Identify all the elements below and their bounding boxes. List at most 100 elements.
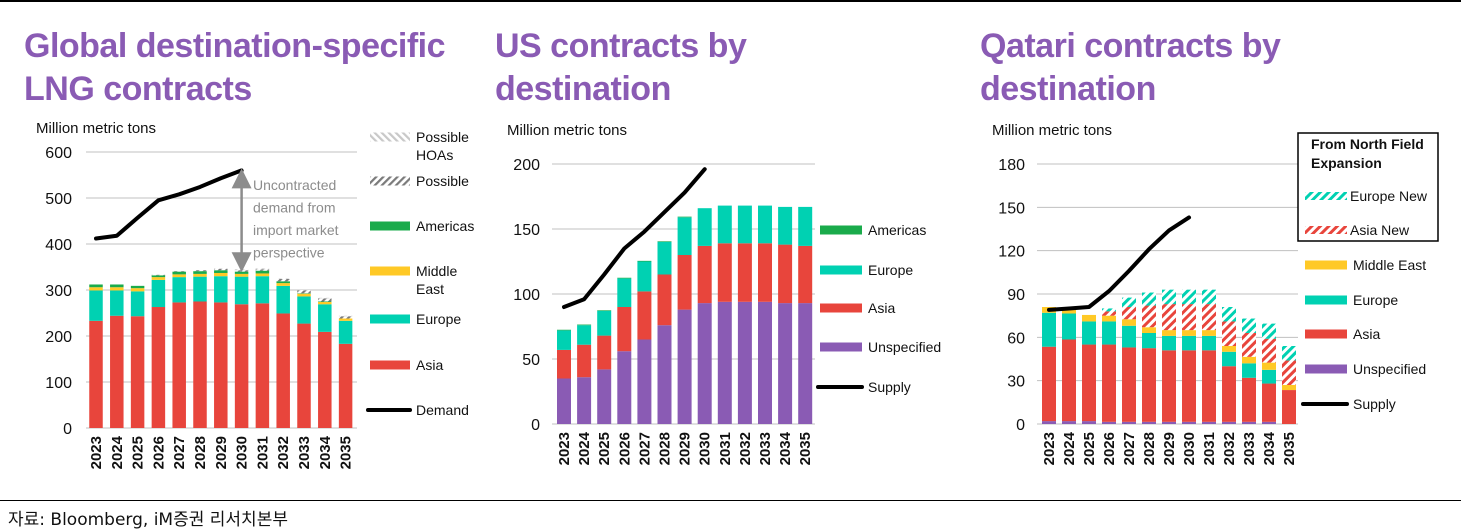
bar-segment-europe bbox=[297, 296, 311, 324]
bar-segment-asia bbox=[130, 316, 145, 428]
y-tick-label: 180 bbox=[998, 157, 1025, 174]
bar-segment-possible_hoas bbox=[214, 268, 228, 269]
x-tick-label: 2029 bbox=[1161, 432, 1178, 465]
y-tick-label: 300 bbox=[45, 283, 72, 300]
bar-segment-americas bbox=[637, 260, 652, 262]
bar-segment-europe bbox=[677, 217, 692, 255]
legend-swatch-asia bbox=[820, 303, 862, 313]
bar-segment-asia bbox=[1122, 347, 1136, 422]
bar-segment-europe bbox=[1262, 369, 1276, 384]
x-tick-label: 2031 bbox=[1201, 432, 1218, 465]
x-tick-label: 2025 bbox=[130, 436, 147, 469]
x-tick-label: 2023 bbox=[1041, 432, 1058, 465]
x-tick-label: 2034 bbox=[1261, 431, 1278, 465]
x-tick-label: 2024 bbox=[109, 435, 126, 469]
bar-segment-europe_new bbox=[1202, 289, 1216, 305]
bar-segment-americas bbox=[110, 284, 124, 288]
bar-segment-middle_east bbox=[297, 293, 311, 297]
bar-segment-unspecified bbox=[1222, 421, 1236, 424]
bar-segment-asia bbox=[234, 304, 249, 428]
bar-segment-europe bbox=[338, 320, 353, 344]
bar-segment-asia bbox=[1082, 344, 1096, 422]
y-tick-label: 200 bbox=[45, 329, 72, 346]
legend-label: Middle bbox=[416, 263, 457, 279]
bar-segment-possible bbox=[234, 270, 249, 272]
bar-segment-americas bbox=[193, 271, 207, 274]
bar-segment-europe_new bbox=[1182, 289, 1196, 305]
bar-segment-americas bbox=[214, 270, 228, 273]
bar-segment-possible_hoas bbox=[318, 297, 332, 299]
bar-segment-europe bbox=[234, 276, 249, 305]
bar-segment-europe bbox=[214, 276, 228, 303]
legend-label: Europe bbox=[868, 262, 913, 278]
bar-segment-unspecified bbox=[597, 369, 612, 424]
legend-label: Middle East bbox=[1353, 257, 1426, 273]
annotation-text: demand from bbox=[253, 200, 335, 216]
bar-segment-possible bbox=[297, 290, 311, 294]
x-tick-label: 2027 bbox=[636, 432, 653, 465]
bar-segment-asia bbox=[338, 343, 353, 428]
bar-segment-middle_east bbox=[1282, 385, 1296, 391]
bar-segment-possible_hoas bbox=[255, 268, 270, 270]
x-tick-label: 2035 bbox=[797, 432, 814, 465]
us-chart-title: US contracts by destination bbox=[495, 25, 747, 111]
bar-segment-asia bbox=[1182, 350, 1196, 422]
bar-segment-europe bbox=[1222, 351, 1236, 367]
x-tick-label: 2034 bbox=[777, 431, 794, 465]
bar-segment-asia bbox=[657, 274, 672, 326]
bar-segment-asia bbox=[677, 255, 692, 310]
legend-swatch-europe bbox=[370, 314, 410, 324]
bar-segment-americas bbox=[657, 241, 672, 242]
legend-label: Europe bbox=[416, 311, 461, 327]
x-tick-label: 2026 bbox=[616, 432, 633, 465]
bar-segment-unspecified bbox=[1122, 421, 1136, 424]
bar-segment-europe bbox=[1162, 335, 1176, 351]
bar-segment-unspecified bbox=[1242, 421, 1256, 424]
bar-segment-europe bbox=[557, 330, 571, 350]
bar-segment-asia bbox=[1142, 348, 1156, 422]
bar-segment-unspecified bbox=[657, 325, 672, 424]
bar-segment-asia_new bbox=[1282, 360, 1296, 385]
bar-segment-unspecified bbox=[1062, 421, 1076, 424]
legend-swatch-europe bbox=[820, 265, 862, 275]
legend-box-title: Expansion bbox=[1311, 155, 1382, 171]
global-chart-title: Global destination-specific LNG contract… bbox=[24, 25, 446, 111]
x-tick-label: 2035 bbox=[1281, 432, 1298, 465]
y-axis-label: Million metric tons bbox=[507, 122, 627, 139]
bar-segment-unspecified bbox=[717, 301, 732, 424]
bar-segment-europe_new bbox=[1122, 297, 1136, 307]
bar-segment-possible bbox=[151, 274, 166, 276]
bar-segment-europe bbox=[151, 279, 166, 308]
bar-segment-asia bbox=[798, 245, 813, 304]
bar-segment-europe bbox=[1182, 335, 1196, 351]
bar-segment-europe bbox=[577, 325, 592, 345]
bottom-rule bbox=[0, 500, 1461, 501]
bar-segment-europe bbox=[193, 276, 207, 302]
legend-box-title: From North Field bbox=[1311, 136, 1424, 152]
bar-segment-europe bbox=[110, 290, 124, 316]
annotation-text: import market bbox=[253, 222, 339, 238]
bar-segment-americas bbox=[172, 271, 186, 275]
bar-segment-asia bbox=[318, 331, 332, 428]
bar-segment-middle_east bbox=[214, 272, 228, 277]
bar-segment-unspecified bbox=[1142, 421, 1156, 424]
bar-segment-middle_east bbox=[1082, 314, 1096, 322]
x-tick-label: 2023 bbox=[88, 436, 105, 469]
legend-label: Supply bbox=[868, 379, 911, 395]
bar-segment-asia_new bbox=[1202, 304, 1216, 331]
y-tick-label: 60 bbox=[1007, 330, 1025, 347]
bar-segment-unspecified bbox=[778, 303, 793, 424]
bar-segment-possible bbox=[193, 270, 207, 272]
bar-segment-europe bbox=[597, 310, 612, 336]
bar-segment-possible bbox=[255, 269, 270, 271]
bar-segment-asia_new bbox=[1222, 321, 1236, 346]
bar-segment-unspecified bbox=[1262, 421, 1276, 424]
bar-segment-possible bbox=[214, 268, 228, 271]
bar-segment-middle_east bbox=[234, 273, 249, 277]
bar-segment-europe bbox=[758, 205, 772, 244]
bar-segment-asia_new bbox=[1142, 305, 1156, 328]
x-tick-label: 2030 bbox=[1181, 432, 1198, 465]
x-tick-label: 2034 bbox=[317, 435, 334, 469]
